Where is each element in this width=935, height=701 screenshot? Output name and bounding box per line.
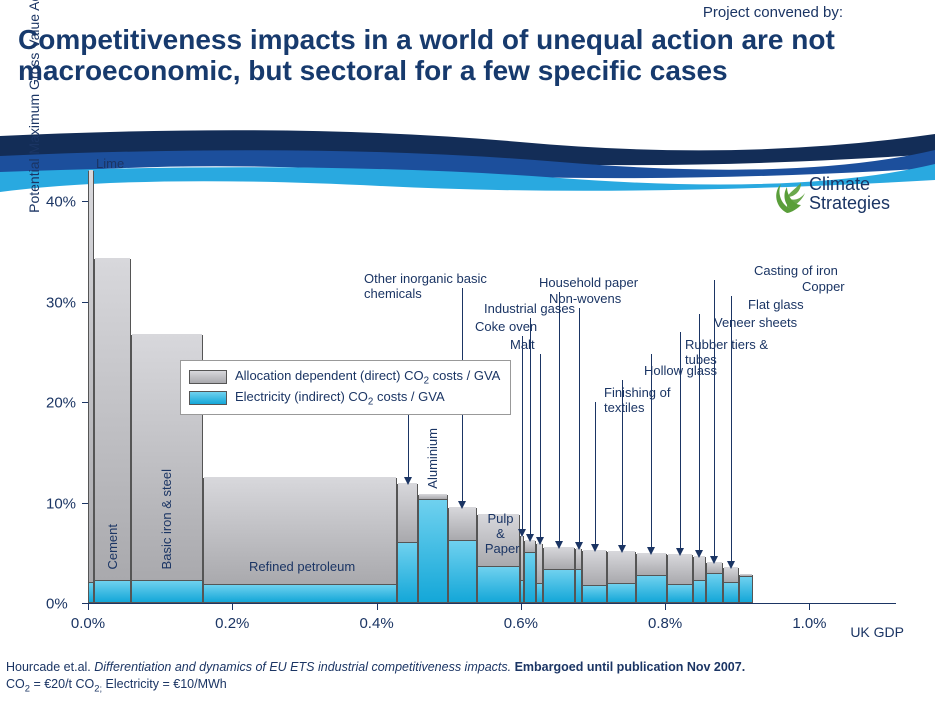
x-tick: 0.6%	[504, 615, 538, 632]
x-tick: 0.2%	[215, 615, 249, 632]
bar-finishing-textiles	[582, 551, 607, 603]
x-tick: 0.8%	[648, 615, 682, 632]
callout-copper: Copper	[802, 280, 845, 295]
legend-row: Electricity (indirect) CO2 costs / GVA	[189, 389, 500, 408]
bar-non-wovens	[575, 549, 582, 603]
x-tick: 0.0%	[71, 615, 105, 632]
y-axis-title: Potential Maximum Gross Value Added at S…	[26, 0, 42, 230]
x-axis	[88, 603, 896, 604]
bar-rubber	[636, 554, 666, 603]
callout-malt: Malt	[510, 338, 535, 353]
bar-industrial-gases	[524, 541, 536, 603]
bar-aluminium	[418, 495, 448, 604]
y-tick: 40%	[46, 194, 76, 211]
callout-other-inorganic: Other inorganic basic chemicals	[364, 272, 504, 302]
bar-label-basic-iron-steel: Basic iron & steel	[159, 469, 174, 569]
y-tick: 10%	[46, 495, 76, 512]
y-tick: 0%	[46, 596, 68, 613]
callout-casting-iron: Casting of iron	[754, 264, 838, 279]
y-tick: 20%	[46, 395, 76, 412]
slide-title: Competitiveness impacts in a world of un…	[18, 24, 898, 87]
bar-copper	[723, 568, 739, 603]
callout-household-paper: Household paper	[539, 276, 638, 291]
bar-fertilisers-nitrogen	[397, 484, 417, 603]
x-axis-end-label: UK GDP	[850, 624, 904, 640]
callout-non-wovens: Non-wovens	[549, 292, 621, 307]
slide: Project convened by: Competitiveness imp…	[0, 0, 935, 701]
legend-row: Allocation dependent (direct) CO2 costs …	[189, 368, 500, 387]
legend: Allocation dependent (direct) CO2 costs …	[180, 360, 511, 415]
callout-finishing-textiles: Finishing of textiles	[604, 386, 684, 416]
x-tick: 1.0%	[792, 615, 826, 632]
bar-hollow-glass	[607, 552, 636, 603]
footnote: Hourcade et.al. Differentiation and dyna…	[6, 659, 745, 695]
bar-flat-glass	[693, 557, 706, 603]
bar-label-aluminium: Aluminium	[425, 428, 440, 489]
bar-refined-petroleum	[203, 478, 398, 603]
x-tick: 0.4%	[359, 615, 393, 632]
callout-flat-glass: Flat glass	[748, 298, 804, 313]
bar-casting-iron	[706, 563, 723, 603]
y-tick: 30%	[46, 294, 76, 311]
bar-malt	[536, 544, 543, 603]
callout-veneer: Veneer sheets	[714, 316, 797, 331]
bar-household-paper	[543, 548, 575, 603]
top-bar-label: Lime	[96, 157, 124, 172]
chart: Potential Maximum Gross Value Added at S…	[34, 172, 896, 604]
bar-label-pulp-paper: Pulp & Paper	[485, 511, 516, 556]
bar-veneer	[667, 555, 693, 603]
convened-by: Project convened by:	[703, 4, 843, 21]
bar-label-refined-petroleum: Refined petroleum	[211, 559, 394, 574]
bar-tail	[739, 575, 753, 603]
bar-label-cement: Cement	[105, 524, 120, 570]
bar-other-inorganic	[448, 508, 477, 603]
callout-coke-oven: Coke oven	[475, 320, 537, 335]
